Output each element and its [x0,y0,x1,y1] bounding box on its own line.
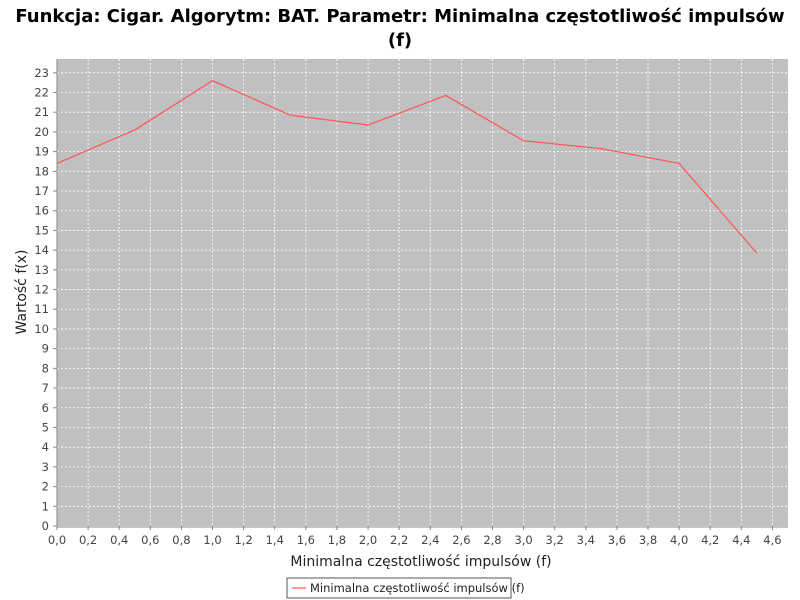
series-line [56,80,758,254]
x-tick-label: 3,4 [577,533,595,547]
y-tick-label: 7 [42,381,49,395]
plot-area [57,59,788,526]
x-tick-label: 2,6 [452,533,470,547]
x-tick-label: 1,8 [328,533,346,547]
x-tick-label: 0,8 [172,533,190,547]
chart-title-line2: (f) [388,30,412,51]
x-tick-label: 0,2 [79,533,97,547]
y-tick-label: 6 [42,401,49,415]
legend-box [286,577,512,599]
y-tick-label: 23 [34,66,49,80]
x-tick-label: 1,2 [234,533,252,547]
y-tick-label: 16 [34,204,49,218]
x-tick-label: 1,4 [266,533,284,547]
x-tick-label: 4,0 [670,533,688,547]
x-axis-label: Minimalna częstotliwość impulsów (f) [290,554,551,570]
x-tick-label: 4,4 [732,533,750,547]
x-tick-label: 1,6 [297,533,315,547]
x-tick-label: 3,0 [514,533,532,547]
x-tick-label: 0,0 [48,533,66,547]
x-tick-label: 2,8 [483,533,501,547]
y-tick-label: 3 [42,460,49,474]
y-tick-label: 0 [42,519,49,533]
x-tick-label: 2,2 [390,533,408,547]
y-tick-label: 14 [34,243,49,257]
y-tick-label: 12 [34,283,49,297]
y-tick-label: 2 [42,480,49,494]
y-axis-label: Wartość f(x) [14,250,30,335]
y-tick-label: 20 [34,125,49,139]
legend-label: Minimalna częstotliwość impulsów (f) [310,581,525,595]
grid [57,59,788,526]
y-tick-label: 19 [34,145,49,159]
axes [56,59,788,528]
x-tick-label: 3,6 [608,533,626,547]
x-tick-label: 0,6 [141,533,159,547]
y-tick-label: 17 [34,184,49,198]
x-axis-ticks: 0,0 0,2 0,4 0,6 0,8 1,0 1,2 1,4 1,6 1,8 2,0 2,2 2,4 2… [48,526,782,547]
y-tick-label: 8 [42,361,49,375]
x-tick-label: 2,4 [421,533,439,547]
y-tick-label: 21 [34,105,49,119]
y-tick-label: 1 [42,499,49,513]
y-tick-label: 4 [42,440,49,454]
x-tick-label: 3,2 [546,533,564,547]
y-tick-label: 9 [42,342,49,356]
x-tick-label: 4,6 [763,533,781,547]
y-tick-label: 15 [34,223,49,237]
x-tick-label: 0,4 [110,533,128,547]
x-tick-label: 1,0 [203,533,221,547]
y-tick-label: 18 [34,164,49,178]
y-tick-label: 10 [34,322,49,336]
y-tick-label: 11 [34,302,49,316]
legend: Minimalna częstotliwość impulsów (f) [286,577,525,599]
y-tick-label: 5 [42,420,49,434]
x-tick-label: 2,0 [359,533,377,547]
y-tick-label: 22 [34,85,49,99]
series-layer [56,80,758,254]
chart-title-line1: Funkcja: Cigar. Algorytm: BAT. Parametr:… [15,6,784,27]
x-tick-label: 4,2 [701,533,719,547]
y-tick-label: 13 [34,263,49,277]
x-tick-label: 3,8 [639,533,657,547]
